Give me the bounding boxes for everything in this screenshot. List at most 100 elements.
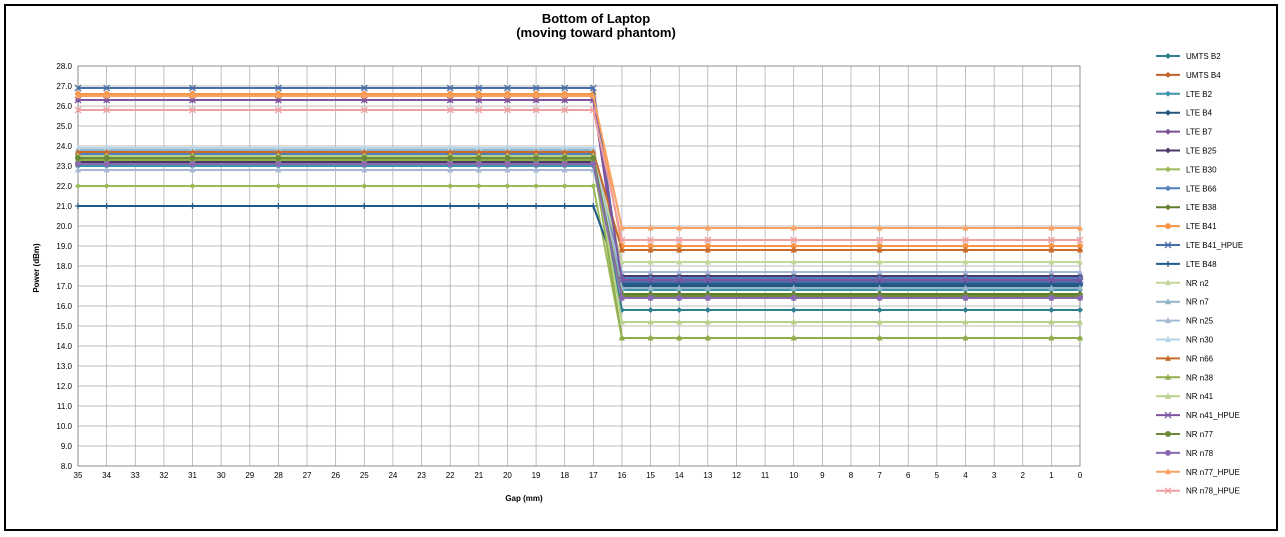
series-point-nr-n66 — [676, 246, 683, 253]
series-point-nr-n38 — [790, 334, 797, 341]
series-point-nr-n66 — [704, 246, 711, 253]
x-tick-label: 24 — [388, 471, 397, 480]
legend-label: UMTS B2 — [1186, 52, 1221, 61]
series-point-nr-n77-hpue — [475, 92, 482, 99]
series-point-nr-n38 — [1077, 334, 1083, 341]
series-point-nr-n77-hpue — [561, 92, 568, 99]
series-point-nr-n77-hpue — [1077, 224, 1083, 231]
series-point-lte-b41 — [1048, 243, 1055, 249]
x-tick-label: 25 — [360, 471, 369, 480]
series-point-lte-b30 — [504, 183, 511, 189]
series-point-nr-n78-hpue — [360, 106, 368, 114]
series-point-nr-n77 — [504, 155, 511, 161]
series-point-lte-b30 — [75, 183, 81, 189]
y-tick-label: 13.0 — [56, 362, 72, 371]
series-point-lte-b48 — [103, 203, 110, 209]
series-point-nr-n2 — [876, 258, 883, 265]
series-point-nr-n7 — [790, 284, 797, 291]
series-point-nr-n66 — [447, 148, 454, 155]
x-tick-label: 12 — [732, 471, 741, 480]
series-point-nr-n78 — [103, 161, 110, 167]
series-point-nr-n78-hpue — [103, 106, 111, 114]
y-tick-label: 10.0 — [56, 422, 72, 431]
legend-swatch-marker — [1165, 298, 1171, 305]
series-point-lte-b41-hpue — [561, 84, 569, 92]
series-point-nr-n78 — [618, 295, 625, 301]
legend-item-nr-n41: NR n41 — [1156, 392, 1214, 401]
series-point-nr-n25 — [361, 166, 368, 173]
series-point-lte-b48 — [504, 203, 511, 209]
series-point-nr-n78 — [361, 161, 368, 167]
x-tick-label: 21 — [474, 471, 483, 480]
series-point-nr-n77 — [361, 155, 368, 161]
series-point-lte-b41 — [1077, 243, 1083, 249]
y-tick-label: 24.0 — [56, 142, 72, 151]
series-point-nr-n2 — [1048, 258, 1055, 265]
series-line-lte-b25 — [78, 161, 1080, 277]
series-point-umts-b2 — [676, 307, 683, 313]
series-point-lte-b30 — [533, 183, 540, 189]
y-tick-label: 26.0 — [56, 102, 72, 111]
series-point-lte-b30 — [361, 183, 368, 189]
legend-label: NR n77 — [1186, 430, 1214, 439]
series-point-lte-b30 — [275, 183, 282, 189]
series-point-nr-n25 — [533, 166, 540, 173]
y-tick-label: 20.0 — [56, 222, 72, 231]
legend-swatch-marker — [1165, 336, 1171, 342]
series-lte-b7 — [75, 97, 1083, 297]
x-axis-title: Gap (mm) — [505, 494, 543, 503]
chart-subtitle: (moving toward phantom) — [516, 25, 676, 40]
x-tick-label: 22 — [446, 471, 455, 480]
series-point-nr-n77 — [189, 155, 196, 161]
series-point-umts-b2 — [876, 307, 883, 313]
x-tick-label: 3 — [992, 471, 997, 480]
series-point-nr-n78 — [704, 295, 711, 301]
series-line-lte-b7 — [78, 99, 1080, 295]
series-point-nr-n25 — [704, 268, 711, 275]
legend-item-lte-b7: LTE B7 — [1156, 128, 1213, 137]
legend-item-nr-n2: NR n2 — [1156, 279, 1209, 288]
chart-canvas: 8.09.010.011.012.013.014.015.016.017.018… — [32, 11, 1243, 503]
y-tick-label: 15.0 — [56, 322, 72, 331]
series-point-nr-n66 — [647, 246, 654, 253]
x-tick-label: 4 — [963, 471, 968, 480]
series-line-lte-b41-hpue — [78, 87, 1080, 283]
series-point-nr-n78 — [447, 161, 454, 167]
legend-swatch-marker — [1165, 449, 1171, 456]
series-point-nr-n77 — [447, 155, 454, 161]
series-point-umts-b2 — [1077, 307, 1083, 313]
series-nr-n38 — [75, 156, 1083, 341]
y-tick-label: 21.0 — [56, 202, 72, 211]
series-point-nr-n78-hpue — [532, 106, 540, 114]
series-point-nr-n25 — [962, 268, 969, 275]
legend-swatch-marker — [1165, 71, 1171, 78]
series-point-nr-n78 — [1077, 295, 1083, 301]
series-point-lte-b48 — [561, 203, 568, 209]
series-point-nr-n77 — [103, 155, 110, 161]
legend-swatch-marker — [1165, 431, 1171, 437]
x-tick-label: 29 — [245, 471, 254, 480]
series-point-nr-n41 — [876, 318, 883, 325]
series-point-nr-n7 — [676, 284, 683, 291]
series-point-nr-n25 — [876, 268, 883, 275]
series-line-lte-b48 — [78, 205, 1080, 285]
series-line-nr-n78-hpue — [78, 109, 1080, 241]
legend-label: LTE B41 — [1186, 222, 1217, 231]
legend-label: LTE B30 — [1186, 165, 1217, 174]
series-point-nr-n78 — [590, 161, 597, 167]
series-point-lte-b41-hpue — [475, 84, 483, 92]
series-point-nr-n66 — [561, 148, 568, 155]
series-point-nr-n25 — [504, 166, 511, 173]
series-point-lte-b41-hpue — [189, 84, 196, 92]
series-point-nr-n66 — [790, 246, 797, 253]
series-point-nr-n25 — [790, 268, 797, 275]
series-point-nr-n78-hpue — [1076, 236, 1084, 244]
series-point-nr-n41-hpue — [675, 276, 683, 284]
series-point-nr-n78-hpue — [618, 236, 626, 244]
x-tick-label: 27 — [303, 471, 312, 480]
legend-swatch-marker — [1165, 223, 1171, 230]
series-point-nr-n66 — [275, 148, 282, 155]
series-point-lte-b41 — [876, 243, 883, 249]
legend-swatch-marker — [1165, 109, 1171, 116]
legend-swatch-marker — [1164, 241, 1172, 249]
